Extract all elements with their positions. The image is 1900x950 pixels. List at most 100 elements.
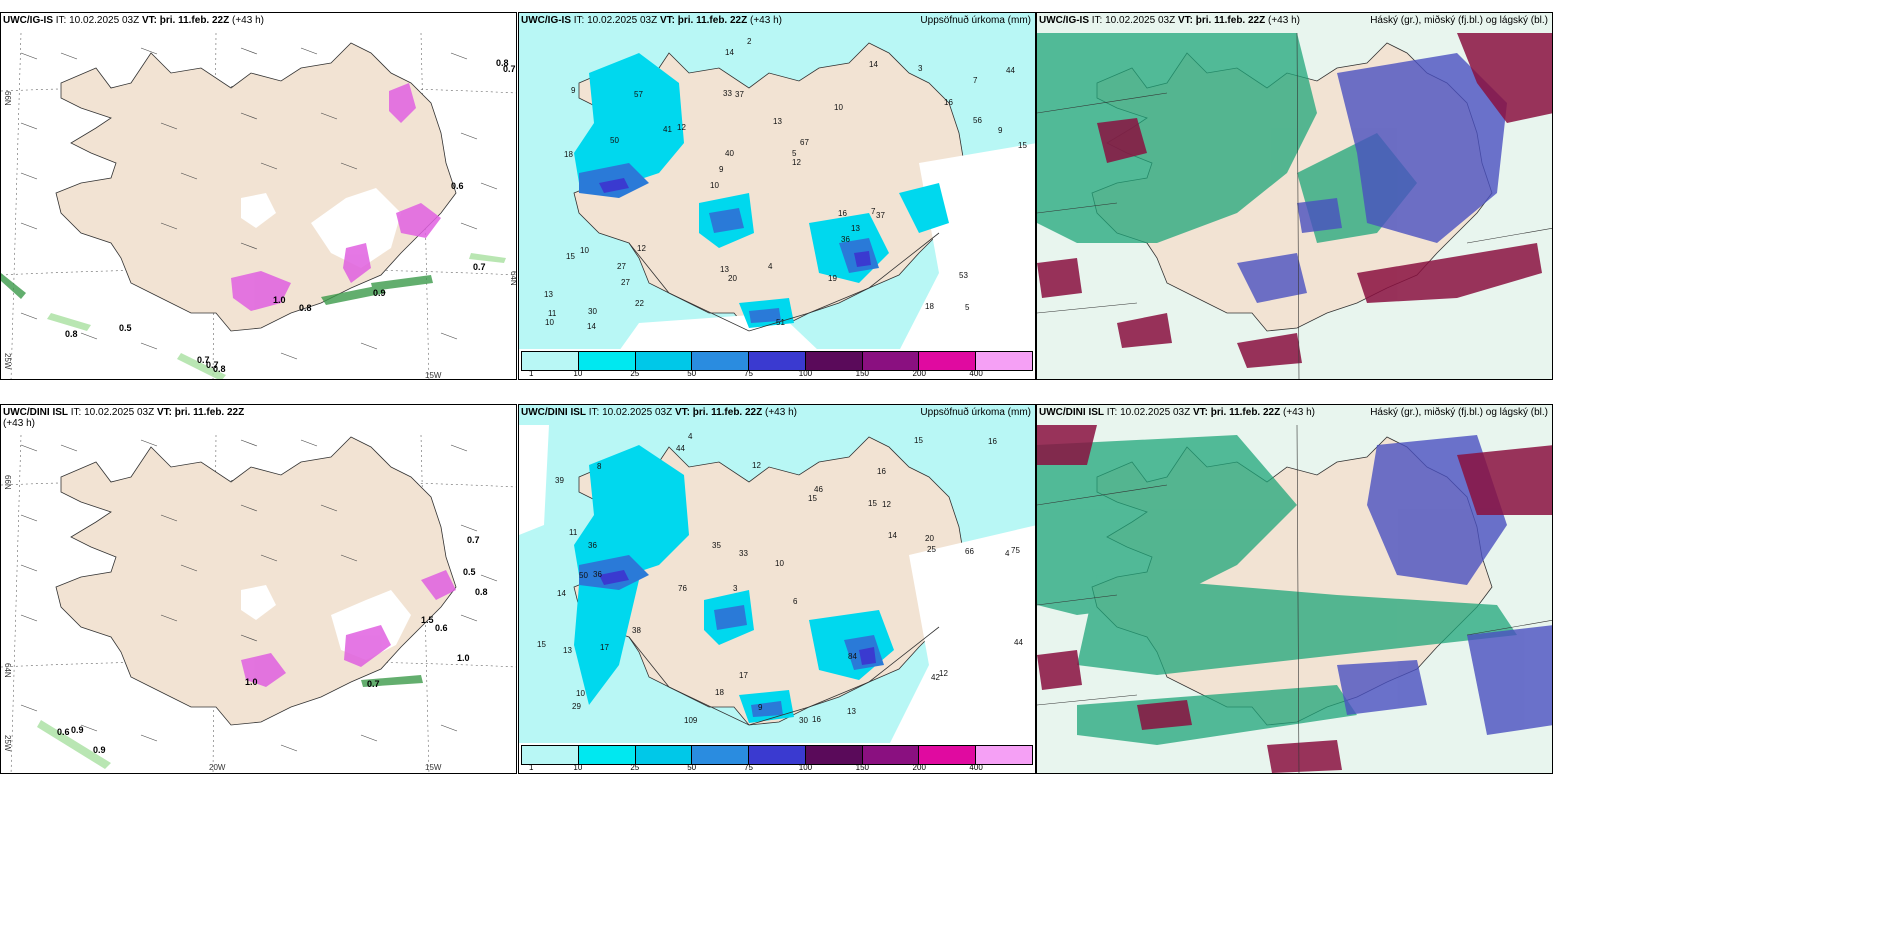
precip-station-value: 6 xyxy=(793,597,798,606)
precip-map: 5187101030331310121327376737914151656913… xyxy=(519,13,1035,351)
isotach-label: 0.7 xyxy=(206,360,219,370)
lon-label-25: 25W xyxy=(3,735,12,752)
panel-title: UWC/IG-IS IT: 10.02.2025 03Z VT: þri. 11… xyxy=(1039,15,1300,26)
panel-title: UWC/DINI ISL IT: 10.02.2025 03Z VT: þri.… xyxy=(1039,407,1315,418)
precip-station-value: 16 xyxy=(944,98,953,107)
precip-station-value: 7 xyxy=(871,207,876,216)
legend-tick-label: 75 xyxy=(744,763,753,772)
legend-tick-label: 25 xyxy=(630,763,640,772)
grid-lines xyxy=(1037,424,1552,773)
panel-variable-title: Uppsöfnuð úrkoma (mm) xyxy=(920,15,1031,26)
precip-station-value: 46 xyxy=(814,485,823,494)
precip-station-value: 10 xyxy=(775,559,784,568)
precip-station-value: 4 xyxy=(1005,549,1010,558)
precip-station-value: 66 xyxy=(965,547,974,556)
glacier-white xyxy=(241,585,276,620)
precip-station-value: 15 xyxy=(537,640,546,649)
precip-heavy-areas xyxy=(599,570,876,665)
legend-swatch xyxy=(919,746,977,764)
precip-station-value: 13 xyxy=(563,646,572,655)
isotach-label: 0.6 xyxy=(435,623,448,633)
legend-color-bar xyxy=(521,745,1033,765)
precip-station-value: 20 xyxy=(925,534,934,543)
isotach-label: 0.7 xyxy=(503,64,516,74)
precip-station-value: 9 xyxy=(758,703,763,712)
isotach-label: 0.9 xyxy=(373,288,386,298)
legend-swatch xyxy=(635,746,693,764)
legend-tick-label: 150 xyxy=(855,763,870,772)
wind-barbs xyxy=(20,47,498,360)
lat-label-64: 64N xyxy=(3,663,12,678)
precip-station-value: 35 xyxy=(712,541,721,550)
precip-station-value: 30 xyxy=(588,307,597,316)
precip-station-value: 14 xyxy=(587,322,596,331)
lon-label-15: 15W xyxy=(425,763,442,772)
precip-station-value: 27 xyxy=(617,262,626,271)
precip-station-value: 13 xyxy=(851,224,860,233)
isotach-label: 0.8 xyxy=(213,364,226,374)
precip-station-value: 41 xyxy=(663,125,672,134)
precip-station-value: 36 xyxy=(841,235,850,244)
precip-station-value: 13 xyxy=(773,117,782,126)
legend-swatch xyxy=(919,352,977,370)
isotach-label: 0.7 xyxy=(197,355,210,365)
precip-station-value: 57 xyxy=(634,90,643,99)
precip-values: 5187101030331310121327376737914151656913… xyxy=(544,37,1027,331)
legend-tick-label: 75 xyxy=(744,369,753,378)
coastline-south xyxy=(628,626,940,726)
legend-swatch xyxy=(692,352,750,370)
precip-station-value: 36 xyxy=(593,570,602,579)
lon-label-15: 15W xyxy=(425,371,442,380)
isotach-label: 1.0 xyxy=(457,653,470,663)
panel-title: UWC/DINI ISL IT: 10.02.2025 03Z VT: þri.… xyxy=(3,407,245,429)
legend-swatch xyxy=(862,352,920,370)
legend-swatch xyxy=(749,352,806,370)
precip-station-value: 10 xyxy=(545,318,554,327)
panel-title: UWC/IG-IS IT: 10.02.2025 03Z VT: þri. 11… xyxy=(521,15,782,26)
isotach-label: 0.5 xyxy=(463,567,476,577)
isotach-label: 1.5 xyxy=(421,615,434,625)
legend-swatch xyxy=(862,746,920,764)
legend-tick-label: 100 xyxy=(798,763,813,772)
precip-station-value: 75 xyxy=(1011,546,1020,555)
precip-station-value: 5 xyxy=(965,303,970,312)
precip-station-value: 39 xyxy=(555,476,564,485)
precip-station-value: 109 xyxy=(684,716,698,725)
precip-station-value: 10 xyxy=(834,103,843,112)
isotach-labels: 0.7 0.5 0.8 1.5 0.6 1.0 0.7 0.6 0.9 0.9 … xyxy=(57,535,488,755)
panel-variable-title: Háský (gr.), miðský (fj.bl.) og lágský (… xyxy=(1370,15,1548,26)
isotach-label: 0.7 xyxy=(473,262,486,272)
legend-tick-label: 25 xyxy=(630,369,640,378)
precip-station-value: 3 xyxy=(918,64,923,73)
isotach-label: 0.8 xyxy=(496,58,509,68)
precip-white-east xyxy=(889,525,1035,745)
precip-station-value: 16 xyxy=(838,209,847,218)
panel-top-right-cloud-map: UWC/IG-IS IT: 10.02.2025 03Z VT: þri. 11… xyxy=(1036,12,1553,380)
legend-tick-label: 10 xyxy=(573,369,583,378)
legend-swatch xyxy=(692,746,750,764)
precip-station-value: 15 xyxy=(808,494,817,503)
precip-station-value: 13 xyxy=(847,707,856,716)
precip-station-value: 44 xyxy=(1006,66,1015,75)
lon-label-25: 25W xyxy=(3,353,12,370)
precip-station-value: 25 xyxy=(927,545,936,554)
high-cloud-areas xyxy=(1037,435,1517,745)
mid-cloud-areas xyxy=(1237,53,1507,303)
legend-tick-label: 150 xyxy=(855,369,870,378)
panel-bottom-left-wind-map: UWC/DINI ISL IT: 10.02.2025 03Z VT: þri.… xyxy=(0,404,517,774)
precip-station-value: 9 xyxy=(719,165,724,174)
precip-station-value: 18 xyxy=(715,688,724,697)
isotach-label: 0.7 xyxy=(367,679,380,689)
precip-legend: 1 10 25 50 75 100 150 200 400 xyxy=(519,743,1035,773)
precip-station-value: 84 xyxy=(848,652,857,661)
isotach-label: 0.6 xyxy=(57,727,70,737)
precip-station-value: 16 xyxy=(877,467,886,476)
precip-station-value: 12 xyxy=(637,244,646,253)
panel-top-left-wind-map: UWC/IG-IS IT: 10.02.2025 03Z VT: þri. 11… xyxy=(0,12,517,380)
legend-swatch xyxy=(749,746,806,764)
lat-label-66: 66N xyxy=(3,91,12,106)
legend-swatch xyxy=(522,746,579,764)
glacier-white xyxy=(241,193,276,228)
low-cloud-areas xyxy=(1037,425,1552,773)
